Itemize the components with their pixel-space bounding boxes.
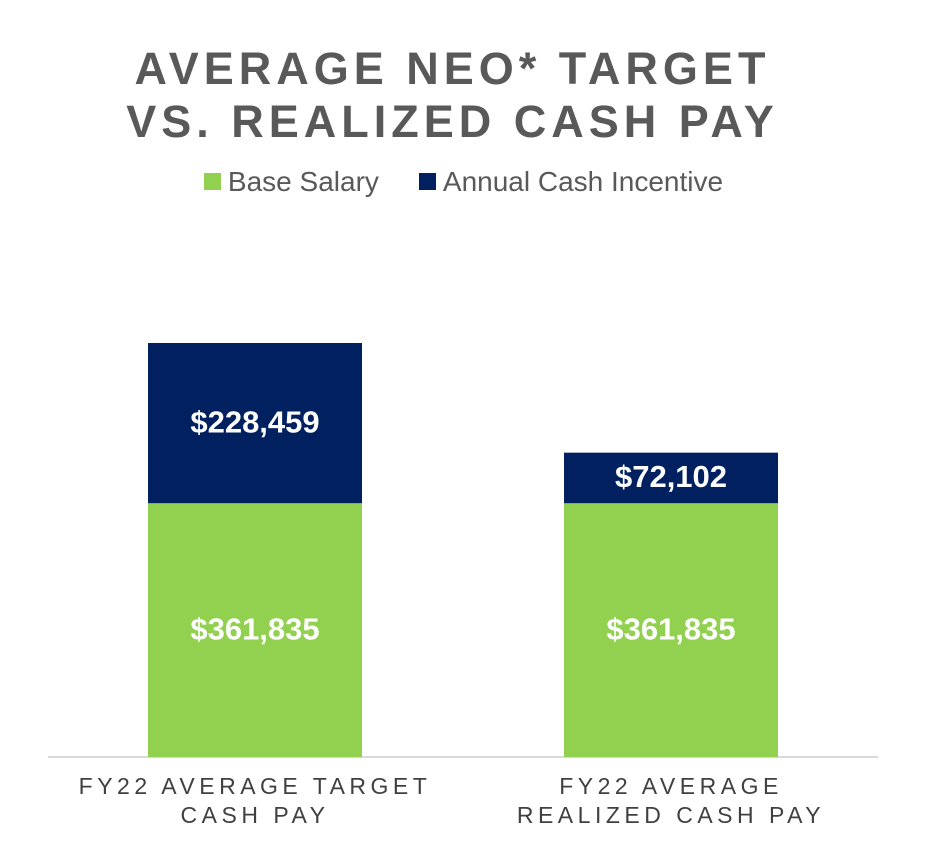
bar-segment <box>148 343 362 504</box>
legend-item: Base Salary <box>203 166 379 198</box>
legend-label: Base Salary <box>227 166 379 197</box>
bar-segment <box>564 503 778 757</box>
data-label: $72,102 <box>615 459 727 494</box>
data-label: $228,459 <box>190 404 319 439</box>
chart-title: AVERAGE NEO* TARGET VS. REALIZED CASH PA… <box>126 43 779 147</box>
legend-swatch <box>203 173 221 190</box>
legend-label: Annual Cash Incentive <box>442 166 724 197</box>
legend: Base Salary Annual Cash Incentive <box>0 166 927 198</box>
data-label: $361,835 <box>190 611 319 646</box>
legend-swatch <box>418 173 436 190</box>
data-label: $361,835 <box>606 611 735 646</box>
bar-segment <box>148 503 362 757</box>
x-tick-label: FY22 AVERAGE TARGET CASH PAY <box>78 773 432 828</box>
x-tick-label: FY22 AVERAGE REALIZED CASH PAY <box>516 773 826 828</box>
bar-segment <box>564 452 778 504</box>
legend-item: Annual Cash Incentive <box>418 166 724 198</box>
